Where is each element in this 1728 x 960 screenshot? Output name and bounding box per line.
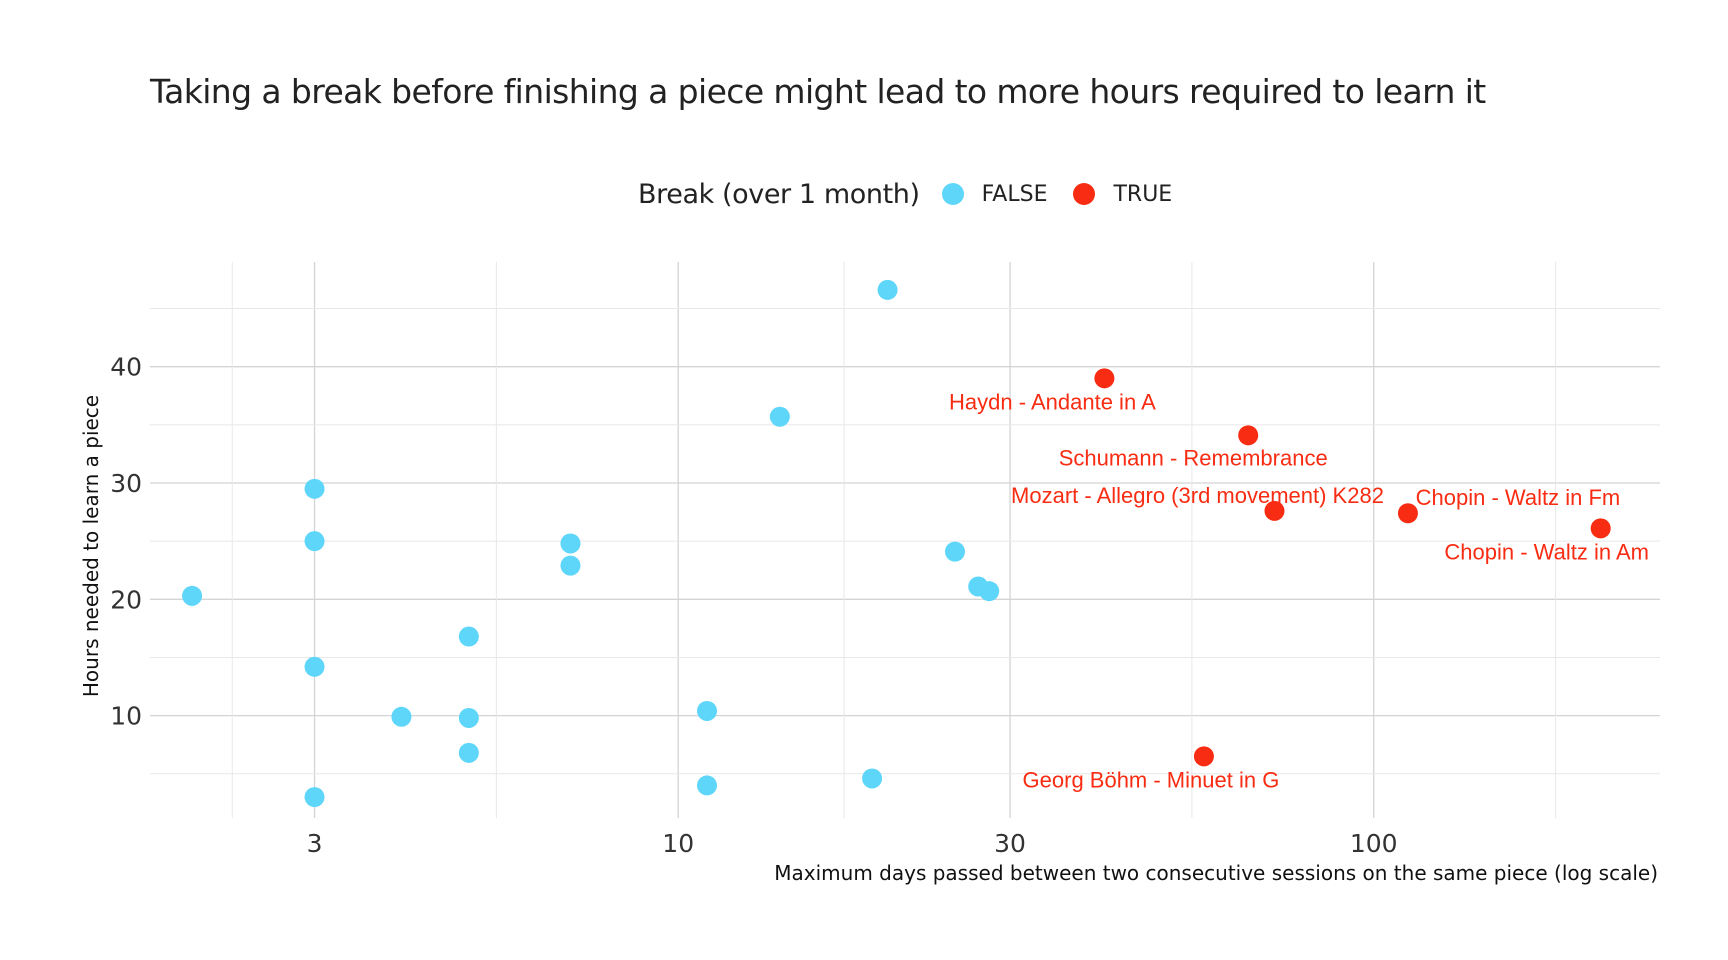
point-false	[560, 555, 581, 576]
annotations: Haydn - Andante in A Georg Böhm - Minuet …	[949, 389, 1649, 792]
point-false	[877, 279, 898, 300]
point-false	[182, 585, 203, 606]
grid	[150, 262, 1660, 818]
legend-title: Break (over 1 month)	[638, 178, 920, 210]
point-label: Haydn - Andante in A	[949, 389, 1156, 414]
legend-key-false	[941, 183, 964, 205]
y-tick-label: 30	[110, 469, 142, 498]
y-tick-label: 20	[110, 585, 142, 614]
legend-item-true: TRUE	[1073, 182, 1172, 207]
x-tick-label: 10	[662, 829, 694, 858]
data-points	[182, 279, 1611, 808]
x-tick-label: 30	[994, 829, 1026, 858]
point-false	[458, 626, 479, 647]
point-true	[1094, 368, 1115, 389]
point-false	[304, 531, 325, 552]
point-false	[769, 406, 790, 427]
legend-item-false: FALSE	[941, 181, 1048, 207]
point-label: Georg Böhm - Minuet in G	[1023, 767, 1280, 792]
point-true	[1397, 503, 1418, 524]
point-false	[304, 478, 325, 499]
point-false	[458, 742, 479, 763]
tick-labels: 3 10 30 100 10 20 30 40	[110, 353, 1397, 858]
point-true	[1264, 500, 1285, 521]
point-false	[560, 533, 581, 554]
point-label: Mozart - Allegro (3rd movement) K282	[1011, 483, 1384, 508]
point-false	[391, 706, 412, 727]
legend-key-true	[1073, 183, 1096, 205]
point-false	[696, 775, 717, 796]
y-tick-label: 40	[110, 353, 142, 382]
legend: Break (over 1 month) FALSE TRUE	[638, 174, 1198, 214]
point-false	[696, 700, 717, 721]
point-false	[304, 656, 325, 677]
point-false	[304, 787, 325, 808]
point-true	[1590, 518, 1611, 539]
legend-label-false: FALSE	[981, 181, 1048, 207]
legend-label-true: TRUE	[1113, 181, 1173, 207]
point-true	[1238, 425, 1259, 446]
point-false	[862, 768, 883, 789]
point-label: Chopin - Waltz in Fm	[1416, 485, 1621, 510]
point-label: Schumann - Remembrance	[1059, 445, 1328, 470]
x-tick-label: 3	[307, 829, 323, 858]
chart-title: Taking a break before finishing a piece …	[150, 72, 1486, 111]
point-label: Chopin - Waltz in Am	[1444, 539, 1649, 564]
y-axis-title: Hours needed to learn a piece	[79, 395, 103, 697]
point-false	[979, 581, 1000, 602]
point-false	[944, 541, 965, 562]
point-false	[458, 707, 479, 728]
x-tick-label: 100	[1350, 829, 1398, 858]
x-axis-title: Maximum days passed between two consecut…	[774, 861, 1658, 885]
point-true	[1193, 746, 1214, 767]
y-tick-label: 10	[110, 702, 142, 731]
